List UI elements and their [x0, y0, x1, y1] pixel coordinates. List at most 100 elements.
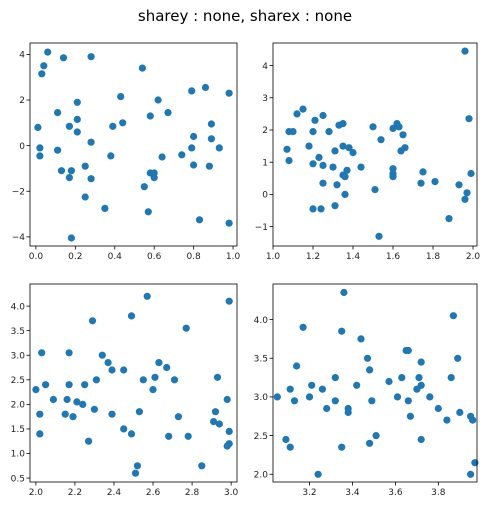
scatter-point [413, 385, 421, 393]
scatter-point [215, 420, 223, 428]
scatter-point [331, 397, 339, 405]
scatter-point [372, 432, 380, 440]
scatter-point [345, 144, 353, 152]
y-tick-label: −4 [12, 233, 26, 243]
x-tick-label: 0.0 [29, 252, 44, 262]
scatter-point [389, 124, 397, 132]
scatter-point [163, 363, 171, 372]
scatter-point [54, 109, 62, 117]
scatter-point [333, 181, 341, 189]
scatter-point [341, 190, 349, 198]
scatter-point [139, 376, 147, 384]
scatter-point [340, 288, 348, 297]
scatter-point [67, 234, 75, 242]
scatter-point [395, 123, 403, 131]
scatter-point [309, 205, 317, 213]
scatter-point [211, 408, 220, 416]
scatter-point [81, 193, 89, 201]
scatter-point [293, 110, 301, 118]
scatter-point [178, 151, 186, 159]
y-tick-label: 0 [19, 142, 25, 152]
x-tick-label: 1.8 [426, 252, 441, 262]
x-tick-label: 1.6 [386, 252, 401, 262]
scatter-point [314, 470, 322, 478]
scatter-point [170, 376, 179, 384]
scatter-point [92, 376, 100, 384]
scatter-point [299, 323, 307, 331]
scatter-point [146, 112, 154, 120]
axes-frame [272, 42, 478, 247]
y-tick-label: 4.0 [254, 316, 269, 326]
scatter-point [67, 167, 75, 175]
scatter-point [150, 174, 158, 182]
scatter-point [449, 312, 457, 320]
x-tick-label: 2.2 [68, 488, 82, 498]
scatter-point [286, 385, 294, 393]
scatter-point [225, 89, 233, 97]
scatter-point [107, 152, 115, 160]
scatter-point [73, 398, 81, 406]
scatter-point [454, 354, 462, 362]
scatter-point [315, 153, 323, 161]
scatter-point [344, 408, 352, 416]
scatter-point [40, 62, 48, 70]
scatter-point [349, 149, 357, 157]
scatter-point [319, 161, 327, 169]
scatter-point [368, 397, 376, 405]
scatter-point [283, 145, 291, 153]
scatter-point [215, 144, 223, 152]
y-tick-label: 2.0 [11, 401, 26, 411]
scatter-point [207, 135, 215, 143]
scatter-point [375, 232, 383, 240]
y-tick-label: 3.5 [254, 354, 268, 364]
scatter-point [36, 430, 44, 438]
x-tick-label: 0.8 [186, 252, 201, 262]
scatter-point [404, 346, 412, 355]
scatter-point [329, 163, 337, 171]
scatter-point [319, 179, 327, 187]
x-tick-label: 1.2 [306, 252, 320, 262]
scatter-point [174, 413, 182, 421]
scatter-point [305, 393, 314, 401]
scatter-point [331, 202, 339, 210]
scatter-point [184, 432, 192, 440]
scatter-point [289, 128, 297, 136]
scatter-point [195, 216, 204, 224]
subplot-bottom-right: 3.2 3.4 3.6 3.8 2.0 2.5 3.0 3.5 4.0 [254, 283, 479, 498]
y-tick-label: 0 [262, 191, 268, 201]
scatter-point [309, 128, 317, 136]
scatter-point [225, 219, 233, 227]
scatter-point [190, 132, 198, 141]
scatter-point [198, 462, 206, 470]
scatter-point [190, 161, 198, 169]
scatter-point [417, 179, 425, 187]
scatter-point [467, 169, 475, 178]
scatter-point [213, 373, 222, 381]
scatter-point [63, 395, 71, 404]
scatter-point [225, 297, 233, 305]
scatter-point [205, 162, 213, 170]
x-tick-label: 3.8 [431, 488, 446, 498]
scatter-point [419, 168, 427, 176]
scatter-point [188, 144, 196, 152]
scatter-point [108, 366, 116, 374]
scatter-point [467, 470, 475, 478]
scatter-point [305, 142, 313, 150]
axes-frame [272, 283, 478, 483]
scatter-point [385, 377, 393, 386]
scatter-point [138, 64, 146, 72]
scatter-point [109, 122, 117, 130]
scatter-point [471, 459, 479, 467]
scatter-point [59, 54, 68, 62]
y-tick-label: 3 [262, 94, 268, 104]
scatter-point [398, 374, 406, 382]
y-tick-label: 1.0 [11, 450, 26, 460]
y-tick-label: 3.0 [254, 393, 269, 403]
x-tick-label: 1.0 [266, 252, 281, 262]
scatter-point [318, 385, 326, 393]
scatter-point [151, 373, 159, 381]
scatter-point [127, 430, 136, 438]
scatter-point [120, 425, 128, 433]
scatter-point [308, 381, 316, 389]
